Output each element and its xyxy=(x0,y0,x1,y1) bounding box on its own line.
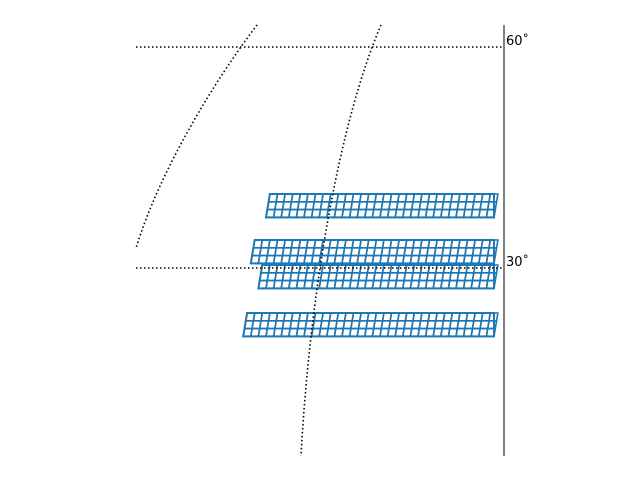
lat-label-30: 30˚ xyxy=(506,255,530,270)
survey-tile xyxy=(485,208,497,219)
survey-tile xyxy=(486,272,498,282)
survey-tile xyxy=(485,327,497,338)
meridian-line-left xyxy=(135,24,258,249)
survey-tile xyxy=(486,320,498,330)
survey-footprint xyxy=(242,193,499,338)
survey-tile xyxy=(486,247,498,257)
survey-tile xyxy=(486,201,498,211)
lat-label-60: 60˚ xyxy=(506,34,530,49)
survey-tile xyxy=(485,254,497,265)
survey-tile xyxy=(485,279,497,290)
meridian-line-right xyxy=(300,24,382,457)
